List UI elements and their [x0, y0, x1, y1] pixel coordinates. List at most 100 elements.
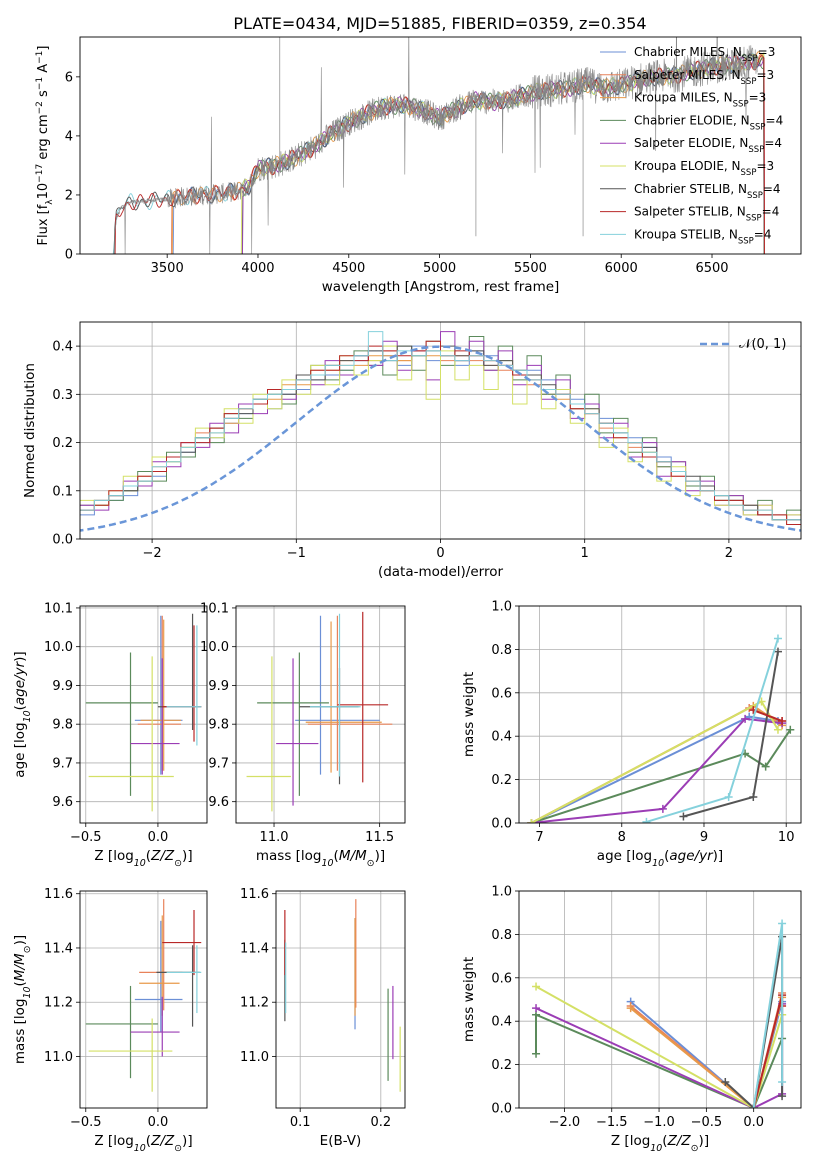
legend-label: Chabrier MILES, NSSP=3	[634, 45, 775, 64]
model-spectrum-KM	[171, 51, 765, 254]
x-tick-label: −0.5	[691, 1115, 723, 1130]
x-axis-label: E(B-V)	[320, 1133, 362, 1149]
histogram-KM	[80, 350, 801, 525]
legend-label: Kroupa MILES, NSSP=3	[634, 91, 766, 110]
y-tick-label: 0.4	[52, 340, 73, 355]
y-tick-label: 0.4	[491, 730, 512, 745]
weight-marker-CS	[749, 792, 758, 801]
plot-area	[80, 331, 801, 532]
y-tick-label: 11.6	[44, 887, 73, 902]
y-tick-label: 11.4	[44, 941, 73, 956]
x-tick-label: 11.5	[365, 830, 394, 845]
y-tick-label: 10.1	[200, 601, 229, 616]
panel-weight-vs-Z: −2.0 −1.5 −1.0 −0.5 0.0 0.0 0.2 0.4 0.6 0.8 1.0 Z […	[461, 885, 802, 1154]
y-tick-label: 2	[65, 188, 73, 203]
x-axis-label: wavelength [Angstrom, rest frame]	[322, 279, 560, 295]
y-tick-label: 0.2	[52, 436, 73, 451]
weight-marker-KE	[527, 819, 536, 823]
x-tick-label: 9	[700, 830, 708, 845]
legend-label: Kroupa ELODIE, NSSP=3	[634, 159, 774, 178]
legend-label-normal: 𝒩(0, 1)	[739, 337, 786, 352]
axes-frame	[235, 605, 406, 824]
axes-frame	[275, 890, 406, 1109]
histogram-KS	[80, 331, 801, 525]
x-tick-label: 0.2	[370, 1115, 391, 1130]
axes-frame	[79, 605, 208, 824]
y-tick-label: 10.0	[44, 640, 73, 655]
y-axis-label: mass weight	[461, 957, 477, 1042]
weight-marker-KS	[778, 1077, 787, 1086]
y-axis-label: age [log10(age/yr)]	[12, 651, 33, 777]
y-tick-label: 0.8	[491, 928, 512, 943]
y-tick-label: 9.9	[52, 679, 73, 694]
x-tick-label: 0.0	[743, 1115, 764, 1130]
model-spectrum-CE	[241, 53, 765, 254]
y-tick-label: 11.6	[240, 887, 269, 902]
panel-weight-vs-age: 7 8 9 10 0.0 0.2 0.4 0.6 0.8 1.0 age [log10(age/yr…	[461, 600, 802, 869]
axes-frame	[79, 890, 208, 1109]
weight-marker-CS	[679, 812, 688, 821]
legend-label: Salpeter MILES, NSSP=3	[634, 68, 774, 87]
weight-marker-KM	[626, 1004, 635, 1013]
weight-marker-KS	[773, 634, 782, 643]
y-tick-label: 0.0	[491, 1102, 512, 1117]
weight-marker-KS	[642, 817, 651, 823]
y-tick-label: 1.0	[491, 885, 512, 900]
x-tick-label: 5000	[423, 261, 456, 276]
x-axis-label: Z [log10(Z/Z⊙)]	[94, 848, 192, 869]
y-tick-label: 0.2	[491, 1058, 512, 1073]
x-tick-label: −0.5	[70, 830, 102, 845]
legend-label: Kroupa STELIB, NSSP=4	[634, 227, 772, 246]
weight-marker-CS	[773, 647, 782, 656]
y-tick-label: 0.3	[52, 388, 73, 403]
y-tick-label: 0.6	[491, 686, 512, 701]
x-tick-label: 1	[581, 546, 589, 561]
x-tick-label: 0.0	[148, 830, 169, 845]
panel-age-vs-Z: −0.5 0.0 9.6 9.7 9.8 9.9 10.0 10.1 Z [log10(Z/Z⊙…	[12, 601, 208, 869]
x-tick-label: 5500	[514, 261, 547, 276]
x-axis-label: Z [log10(Z/Z⊙)]	[94, 1133, 192, 1154]
weight-marker-CE	[786, 725, 795, 734]
x-tick-label: 6500	[695, 261, 728, 276]
x-axis-label: mass [log10(M/M⊙)]	[256, 848, 385, 869]
y-tick-label: 0.6	[491, 971, 512, 986]
model-spectrum-SS	[114, 54, 765, 254]
y-tick-label: 10.0	[200, 640, 229, 655]
y-tick-label: 9.7	[208, 756, 229, 771]
y-tick-label: 4	[65, 129, 73, 144]
y-tick-label: 0.8	[491, 643, 512, 658]
legend: Chabrier MILES, NSSP=3 Salpeter MILES, NS…	[600, 45, 783, 246]
plot-area	[85, 613, 202, 812]
y-tick-label: 11.0	[44, 1050, 73, 1065]
y-tick-label: 9.9	[208, 679, 229, 694]
weight-marker-KE	[532, 982, 541, 991]
y-tick-label: 9.6	[208, 795, 229, 810]
weight-line-SS	[752, 709, 783, 722]
x-tick-label: 4500	[332, 261, 365, 276]
y-tick-label: 11.2	[44, 996, 73, 1011]
x-tick-label: −2	[143, 546, 162, 561]
x-tick-label: 6000	[605, 261, 638, 276]
legend-label: Chabrier STELIB, NSSP=4	[634, 182, 781, 201]
figure-title: PLATE=0434, MJD=51885, FIBERID=0359, z=0…	[233, 14, 646, 33]
weight-marker-SS	[778, 717, 787, 726]
x-tick-label: −1.5	[596, 1115, 628, 1130]
weight-marker-CE	[761, 762, 770, 771]
x-axis-label: age [log10(age/yr)]	[597, 848, 723, 869]
plot-area	[532, 919, 787, 1108]
weight-line-SE	[531, 717, 783, 823]
y-tick-label: 0.1	[52, 484, 73, 499]
plot-area	[284, 899, 401, 1092]
histogram-KE	[80, 345, 801, 530]
legend-label: Salpeter STELIB, NSSP=4	[634, 205, 779, 224]
x-axis-label: Z [log10(Z/Z⊙)]	[611, 1133, 709, 1154]
axes-frame	[79, 321, 802, 540]
x-tick-label: 0.1	[290, 1115, 311, 1130]
x-tick-label: 0	[436, 546, 444, 561]
weight-marker-KE	[773, 725, 782, 734]
y-tick-label: 10.1	[44, 601, 73, 616]
plot-area	[246, 611, 393, 812]
y-tick-label: 9.7	[52, 756, 73, 771]
histogram-SS	[80, 340, 801, 525]
axes-frame	[79, 36, 802, 255]
